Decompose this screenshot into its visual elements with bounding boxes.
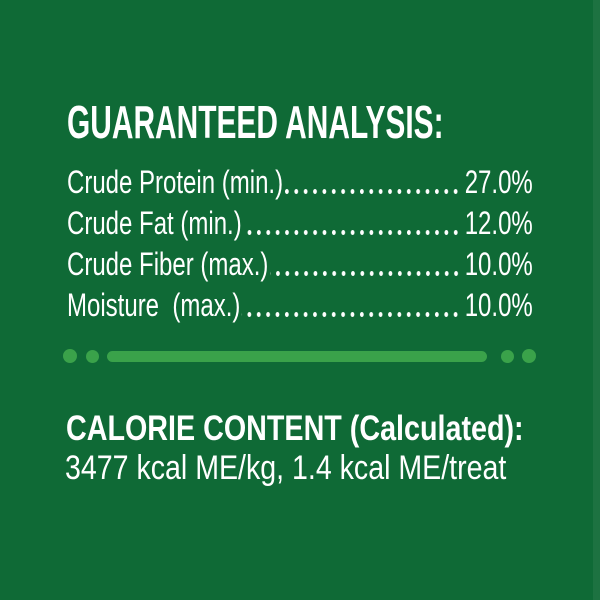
nutrient-name: Crude Fiber (max.) (67, 246, 269, 282)
divider-dot (63, 349, 77, 363)
table-row-crude-fat: Crude Fat (min.) 12.0% (67, 203, 533, 244)
nutrient-name: Crude Fat (min.) (67, 205, 242, 241)
dot-leader (243, 230, 464, 235)
divider-bar (107, 350, 487, 362)
dot-leader (241, 312, 464, 317)
calorie-content-heading: CALORIE CONTENT (Calculated): (66, 409, 524, 448)
calorie-content-value: 3477 kcal ME/kg, 1.4 kcal ME/treat (65, 449, 507, 487)
dot-leader (269, 271, 464, 276)
nutrient-value: 10.0% (464, 246, 533, 282)
guaranteed-analysis-heading: GUARANTEED ANALYSIS: (67, 96, 444, 148)
nutrient-value: 27.0% (464, 164, 533, 200)
nutrient-name: Crude Protein (min.) (67, 164, 284, 200)
dot-leader (284, 189, 464, 194)
nutrient-table: Crude Protein (min.) 27.0% Crude Fat (mi… (67, 162, 533, 326)
divider-dot (86, 349, 99, 363)
nutrient-name: Moisture (max.) (67, 287, 241, 323)
table-row-moisture: Moisture (max.) 10.0% (67, 285, 533, 326)
divider-dot (501, 349, 514, 363)
package-edge-highlight (593, 0, 600, 600)
nutrient-value: 10.0% (464, 287, 533, 323)
section-divider (63, 349, 536, 363)
table-row-crude-fiber: Crude Fiber (max.) 10.0% (67, 244, 533, 285)
table-row-crude-protein: Crude Protein (min.) 27.0% (67, 162, 533, 203)
divider-dot (522, 349, 536, 363)
nutrient-value: 12.0% (464, 205, 533, 241)
